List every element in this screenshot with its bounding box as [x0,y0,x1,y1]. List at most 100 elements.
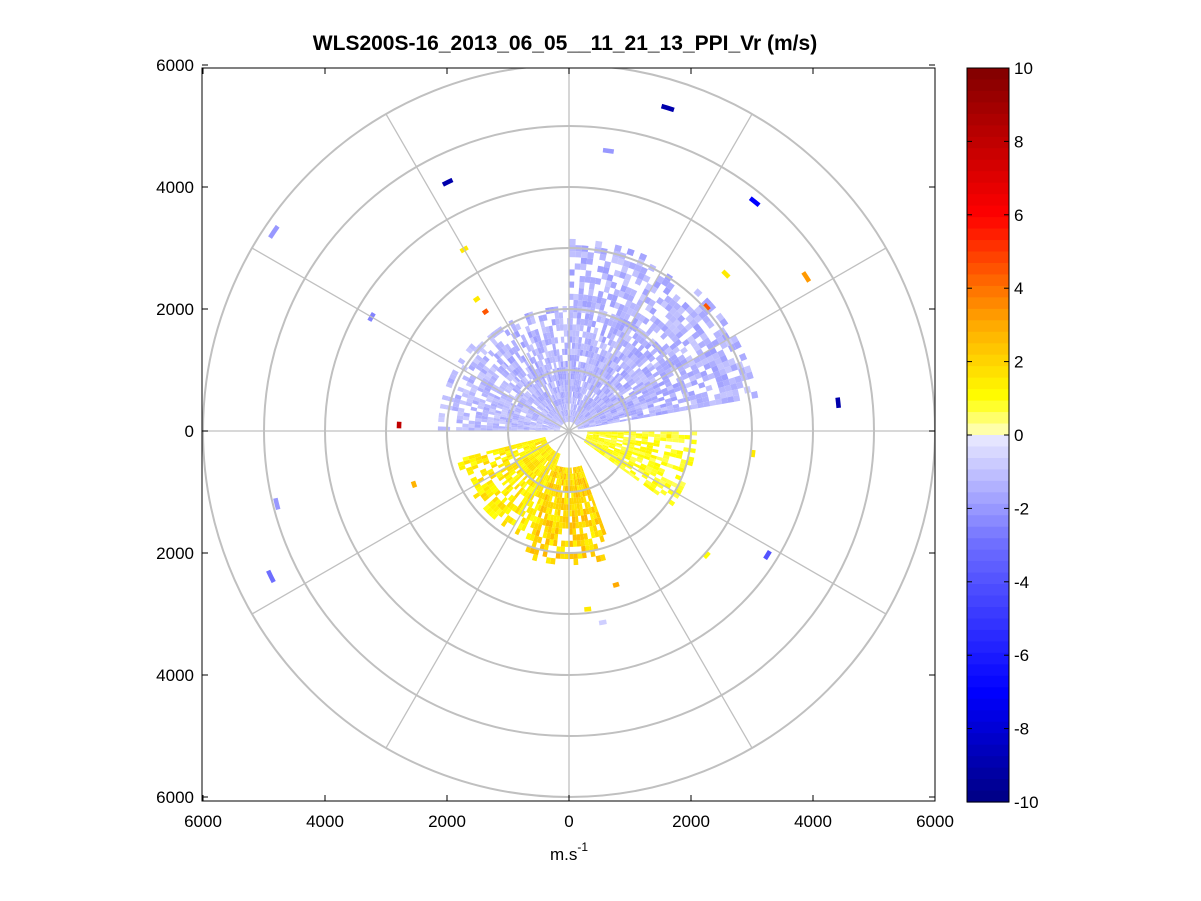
range-gate [522,474,529,481]
range-gate [492,487,499,494]
range-gate [608,375,615,382]
range-gate [589,421,596,425]
colorbar-swatch [967,629,1009,643]
range-gate [533,522,539,530]
range-gate [492,423,500,427]
range-gate [602,386,608,393]
range-gate [692,344,701,352]
range-gate [537,417,544,421]
range-gate [548,539,554,546]
range-gate [598,451,605,457]
range-gate [566,510,569,517]
range-gate [531,509,538,516]
range-gate [625,375,633,382]
range-gate [576,422,582,426]
range-gate [522,395,529,401]
range-gate [521,482,528,489]
range-gate [577,491,581,498]
range-gate [470,461,478,467]
range-gate [550,409,556,415]
range-gate [504,343,512,351]
range-gate [577,405,582,412]
range-gate [587,295,593,302]
range-gate [552,471,556,478]
range-gate [565,516,569,523]
range-gate [580,477,585,485]
range-gate [714,393,722,400]
range-gate [554,400,559,407]
range-gate [593,404,600,410]
range-gate [456,427,463,431]
range-gate [690,399,698,406]
range-gate [649,307,657,316]
range-gate [544,453,550,460]
range-gate [579,465,583,473]
colorbar-swatch [967,618,1009,631]
range-gate [637,344,645,352]
range-gate [570,385,573,392]
colorbar-tick-label: -4 [1014,573,1029,592]
range-gate [666,385,674,392]
range-gate [511,418,519,422]
range-gate [531,349,537,357]
range-gate [661,410,669,415]
range-gate [540,346,545,354]
range-gate [605,399,611,405]
range-gate [699,332,709,341]
range-gate [590,440,597,445]
range-gate [526,412,533,417]
range-gate [571,409,573,416]
range-gate [711,365,719,373]
range-gate [494,489,502,497]
range-gate [513,453,520,458]
range-gate [632,397,639,403]
range-gate [507,494,515,502]
range-gate [624,453,632,459]
range-gate [611,436,618,440]
range-gate [663,378,671,385]
range-gate [520,524,527,532]
range-gate [598,391,604,398]
range-gate [633,304,641,313]
range-gate [591,499,597,507]
range-gate [577,413,583,419]
range-gate [569,510,572,517]
range-gate [636,351,644,359]
range-gate [550,350,555,357]
range-gate [563,385,566,392]
range-gate [617,409,624,414]
range-gate [592,359,598,366]
range-gate [559,411,563,418]
range-gate [565,416,567,423]
range-gate [706,355,715,363]
range-gate [574,348,578,356]
range-gate [618,465,625,471]
range-gate [512,463,519,469]
range-gate [482,365,490,372]
range-gate [447,377,455,385]
range-gate [535,453,541,459]
range-gate [707,372,716,380]
range-gate [580,465,584,472]
range-gate [582,300,588,308]
range-gate [526,345,532,353]
range-gate [579,374,584,381]
range-gate [601,363,608,371]
range-gate [561,385,565,392]
range-gate [548,424,555,427]
range-gate [595,360,601,367]
range-gate [575,419,580,425]
range-gate [522,456,529,462]
colorbar-swatch [967,584,1009,597]
range-gate [560,466,563,474]
range-gate [615,366,622,373]
range-gate [694,305,703,315]
range-gate [594,395,600,402]
range-gate [530,385,537,392]
range-gate [467,469,475,476]
range-gate [468,454,476,460]
range-gate [566,415,568,422]
range-gate [611,411,618,416]
range-gate [572,522,576,529]
range-gate [586,501,591,508]
